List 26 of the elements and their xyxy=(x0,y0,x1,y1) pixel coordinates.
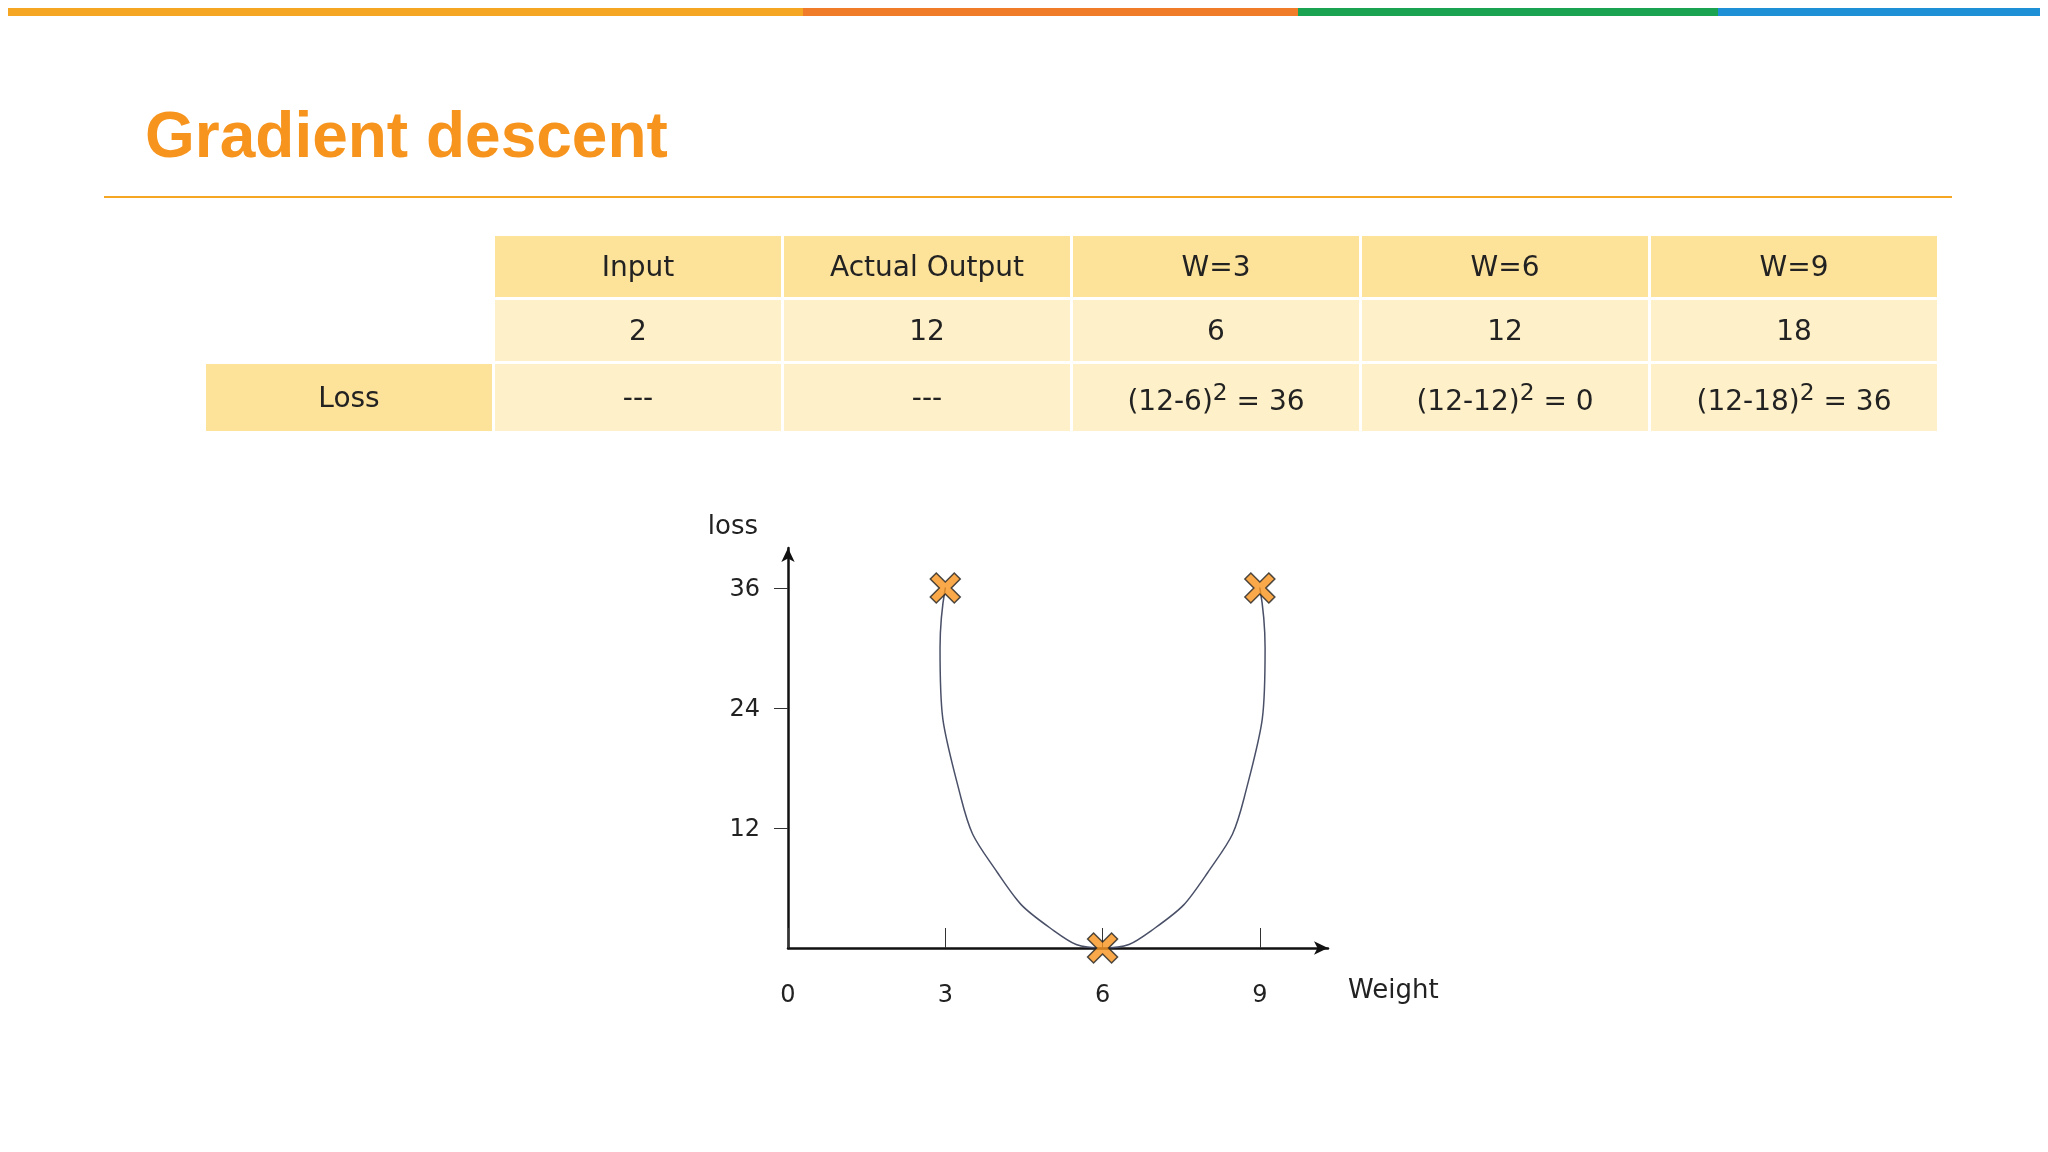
y-axis-title: loss xyxy=(707,510,758,540)
text: Actual Output xyxy=(784,236,1070,297)
text: 12 xyxy=(1362,300,1648,361)
text: Input xyxy=(495,236,781,297)
text: W=6 xyxy=(1362,236,1648,297)
y-tick-label: 12 xyxy=(729,814,760,842)
text: --- xyxy=(495,364,781,432)
text: 12 xyxy=(784,300,1070,361)
y-tick-label: 24 xyxy=(729,694,760,722)
x-tick-label: 6 xyxy=(1094,980,1111,1008)
chart-title: Gradient descent xyxy=(145,98,668,172)
text: W=9 xyxy=(1651,236,1937,297)
text: 6 xyxy=(1073,300,1359,361)
text: 2 xyxy=(629,314,647,347)
text: (12-18)$^{2}$ = 36 xyxy=(1651,364,1937,432)
text: 2 xyxy=(1212,378,1228,406)
x-axis-title: Weight xyxy=(1348,974,1439,1004)
y-tick-label: 36 xyxy=(729,574,760,602)
x-tick-label: 3 xyxy=(937,980,953,1008)
x-tick-label: 9 xyxy=(1252,980,1268,1008)
text: 18 xyxy=(1651,300,1937,361)
text: W=3 xyxy=(1073,236,1359,297)
x-tick-label: 0 xyxy=(780,980,796,1008)
text: (12-12)$^{2}$ = 0 xyxy=(1362,364,1648,432)
text: Loss xyxy=(206,364,492,432)
text: --- xyxy=(784,364,1070,432)
